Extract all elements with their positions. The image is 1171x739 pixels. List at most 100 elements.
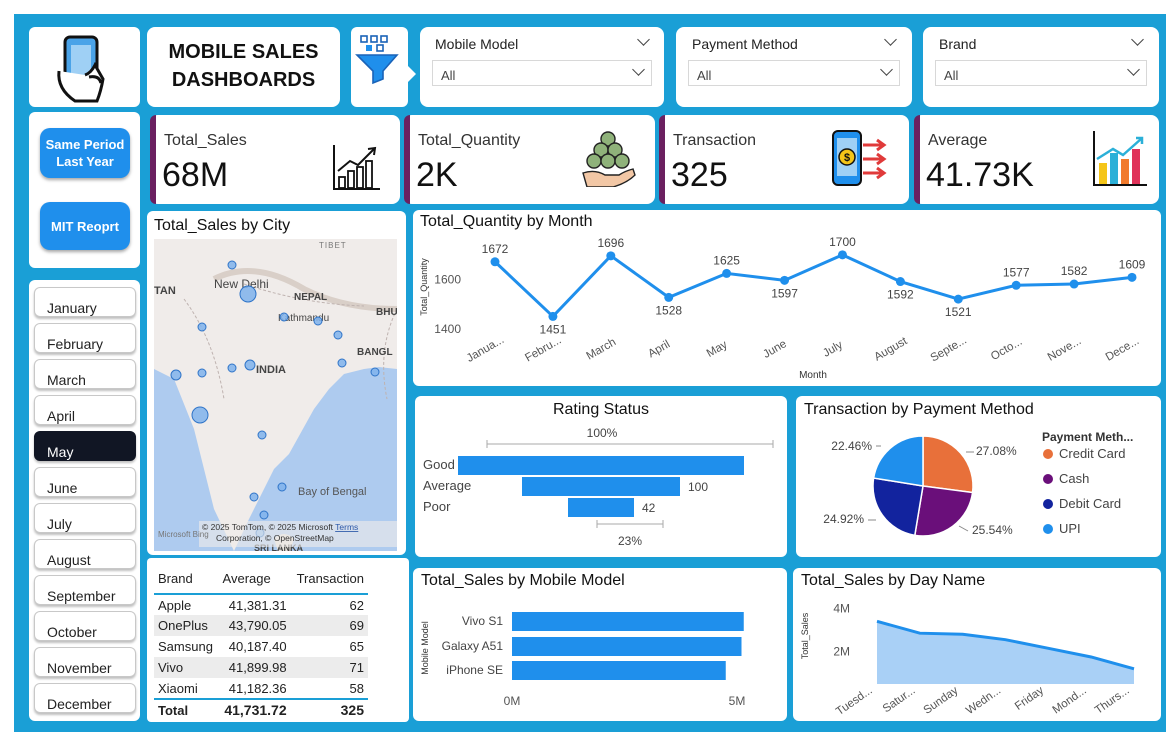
svg-text:$: $ [844, 152, 850, 164]
payment-method-slicer[interactable]: Payment Method All [676, 27, 912, 107]
same-period-last-year-button[interactable]: Same Period Last Year [40, 128, 130, 178]
kpi-card-transaction: Transaction 325 $ [659, 115, 909, 204]
data-label: 1577 [1003, 265, 1030, 279]
chart-title: Transaction by Payment Method [804, 401, 1034, 418]
city-bubble [227, 363, 237, 373]
funnel-filter-icon [355, 35, 399, 85]
mobile-model-dropdown[interactable]: All [432, 60, 652, 86]
quantity-line-chart[interactable]: Total_Quantity 1400 1600 1672 1451 1696 1528 16… [413, 210, 1161, 386]
column-header[interactable]: Transaction [296, 571, 364, 586]
rating-funnel-chart[interactable]: 100% Good Average 100 Poor 42 23% [415, 396, 787, 557]
bar-category-label: iPhone SE [446, 663, 503, 677]
month-button-november[interactable]: November [34, 647, 136, 677]
map-label: BANGL [357, 347, 393, 358]
kpi-accent-bar [404, 115, 410, 204]
map-label: TIBET [319, 241, 347, 250]
month-button-february[interactable]: February [34, 323, 136, 353]
city-bubble [197, 368, 207, 378]
city-bubble [370, 367, 380, 377]
x-tick-label: Septe... [929, 334, 969, 364]
kpi-title: Total_Quantity [418, 132, 521, 149]
month-button-june[interactable]: June [34, 467, 136, 497]
line-data-point [490, 257, 500, 267]
brand-slicer[interactable]: Brand All [923, 27, 1159, 107]
city-bubble [249, 492, 259, 502]
line-data-point [606, 251, 616, 261]
x-tick-label: Nove... [1046, 335, 1084, 364]
month-button-august[interactable]: August [34, 539, 136, 569]
map-label: Bay of Bengal [298, 486, 367, 498]
data-label: 1700 [829, 235, 856, 249]
funnel-bottom-label: 23% [618, 534, 642, 548]
brand-dropdown[interactable]: All [935, 60, 1147, 86]
funnel-value-label: 42 [642, 501, 656, 515]
chevron-down-icon[interactable] [637, 33, 650, 46]
legend-item: UPI [1059, 521, 1081, 536]
filter-icon-card[interactable] [351, 27, 408, 107]
line-data-point [895, 277, 905, 287]
funnel-category-label: Poor [423, 499, 451, 514]
total-transaction: 325 [340, 702, 364, 718]
leader-line [958, 525, 969, 532]
average-cell: 41,182.36 [228, 680, 287, 696]
bar-category-label: Galaxy A51 [442, 639, 504, 653]
month-button-september[interactable]: September [34, 575, 136, 605]
chevron-down-icon[interactable] [1131, 33, 1144, 46]
model-bar-chart[interactable]: Mobile Model Vivo S1 Galaxy A51 iPhone SE 0M… [413, 568, 787, 721]
column-header[interactable]: Brand [158, 571, 193, 586]
month-button-october[interactable]: October [34, 611, 136, 641]
day-area-chart[interactable]: Total_Sales 2M 4M Tuesd... Satur... Sunday Wed… [793, 568, 1161, 721]
map-bing-logo: Microsoft Bing [158, 530, 209, 539]
table-row[interactable]: Apple 41,381.31 62 [154, 594, 368, 615]
month-button-july[interactable]: July [34, 503, 136, 533]
table-row[interactable]: Xiaomi 41,182.36 58 [154, 678, 368, 699]
chevron-down-icon[interactable] [884, 33, 897, 46]
transaction-cell: 71 [349, 660, 364, 675]
brand-cell: Samsung [158, 639, 213, 654]
transaction-cell: 69 [349, 618, 364, 633]
table-header-row: Brand Average Transaction [154, 564, 368, 594]
city-bubble [257, 430, 267, 440]
data-label: 1521 [945, 305, 972, 319]
chart-title: Total_Sales by Mobile Model [421, 572, 625, 589]
mit-report-button[interactable]: MIT Reoprt [40, 202, 130, 250]
line-data-point [953, 294, 963, 304]
x-tick-label: August [872, 335, 910, 364]
y-axis-label: Total_Quantity [419, 258, 429, 316]
payment-pie-chart[interactable]: 27.08% 25.54% 24.92% 22.46% Payment Meth... C… [796, 396, 1161, 557]
kpi-value: 2K [416, 156, 458, 194]
india-sales-map[interactable]: TIBET TAN New Delhi NEPAL Kathmandu BHU … [154, 239, 397, 551]
model-bar [512, 612, 744, 631]
month-button-march[interactable]: March [34, 359, 136, 389]
x-tick-label: Satur... [881, 685, 918, 716]
month-button-january[interactable]: January [34, 287, 136, 317]
table-row[interactable]: OnePlus 43,790.05 69 [154, 615, 368, 636]
table-row[interactable]: Samsung 40,187.40 65 [154, 636, 368, 657]
map-label: BHU [376, 307, 397, 318]
month-button-april[interactable]: April [34, 395, 136, 425]
city-bubble [191, 406, 209, 424]
y-axis-label: Mobile Model [420, 621, 430, 675]
chevron-down-icon [880, 63, 893, 76]
table-row[interactable]: Vivo 41,899.98 71 [154, 657, 368, 678]
column-header[interactable]: Average [222, 571, 271, 586]
line-data-point [780, 275, 790, 285]
funnel-bar-good [458, 456, 744, 475]
city-bubble [170, 369, 182, 381]
bar-category-label: Vivo S1 [462, 614, 503, 628]
quantity-by-month-card: Total_Quantity by Month Total_Quantity 14… [413, 210, 1161, 386]
data-label: 1528 [655, 303, 682, 317]
city-bubble [239, 285, 257, 303]
month-button-december[interactable]: December [34, 683, 136, 713]
city-map-card: Total_Sales by City TIBET TAN New Delhi … [147, 211, 406, 555]
button-label: Same Period [45, 137, 125, 152]
line-data-point [664, 292, 674, 302]
sales-by-day-card: Total_Sales by Day Name Total_Sales 2M 4M T… [793, 568, 1161, 721]
mobile-model-slicer[interactable]: Mobile Model All [420, 27, 664, 107]
y-tick-label: 1400 [434, 322, 461, 336]
month-button-may[interactable]: May [34, 431, 136, 461]
payment-method-dropdown[interactable]: All [688, 60, 900, 86]
average-cell: 40,187.40 [228, 639, 287, 654]
kpi-card-total-quantity: Total_Quantity 2K [404, 115, 655, 204]
model-bar [512, 637, 742, 656]
